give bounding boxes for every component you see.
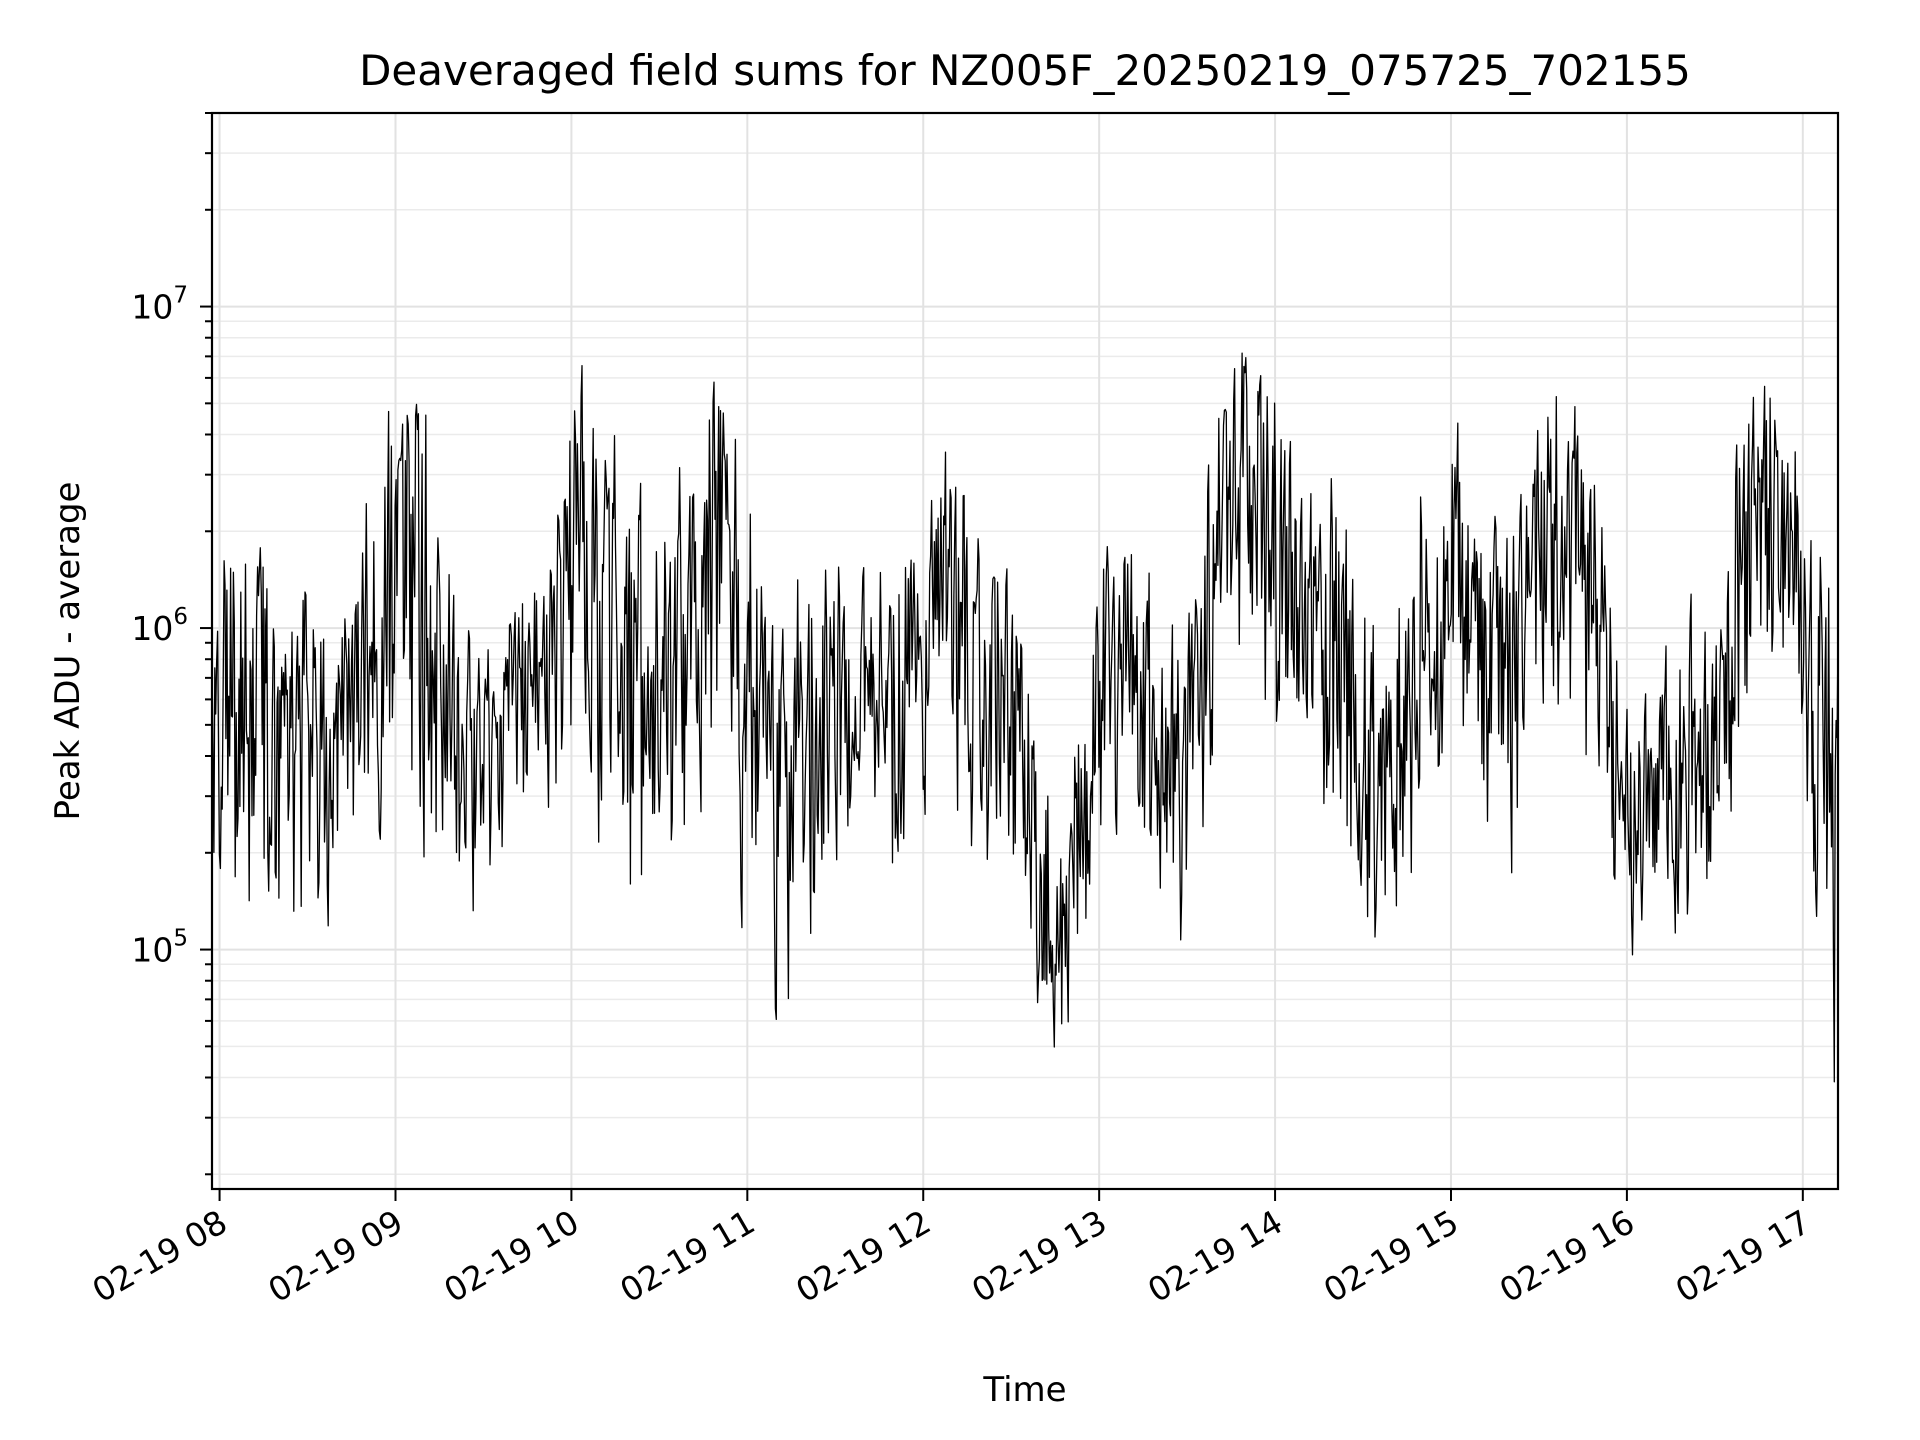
x-axis-label: Time (982, 1370, 1066, 1410)
axis-ticks (200, 112, 1804, 1201)
chart-title: Deaveraged field sums for NZ005F_2025021… (359, 46, 1691, 95)
x-tick-label: 02-19 14 (1141, 1202, 1289, 1310)
x-tick-label: 02-19 17 (1669, 1202, 1817, 1310)
y-tick-label: 105 (131, 926, 188, 970)
x-tick-label: 02-19 16 (1493, 1202, 1641, 1310)
x-tick-label: 02-19 11 (613, 1202, 761, 1310)
y-tick-label: 107 (131, 283, 188, 327)
x-tick-label: 02-19 13 (965, 1202, 1113, 1310)
series-line (211, 352, 1839, 1083)
x-tick-label: 02-19 10 (437, 1202, 585, 1310)
x-tick-label: 02-19 08 (86, 1202, 234, 1310)
plot-frame (210, 111, 1840, 1191)
grid (212, 112, 1838, 1189)
y-axis-label: Peak ADU - average (48, 482, 88, 821)
x-tick-label: 02-19 15 (1317, 1202, 1465, 1310)
x-tick-label: 02-19 09 (261, 1202, 409, 1310)
x-tick-label: 02-19 12 (789, 1202, 937, 1310)
y-tick-label: 106 (131, 604, 188, 648)
